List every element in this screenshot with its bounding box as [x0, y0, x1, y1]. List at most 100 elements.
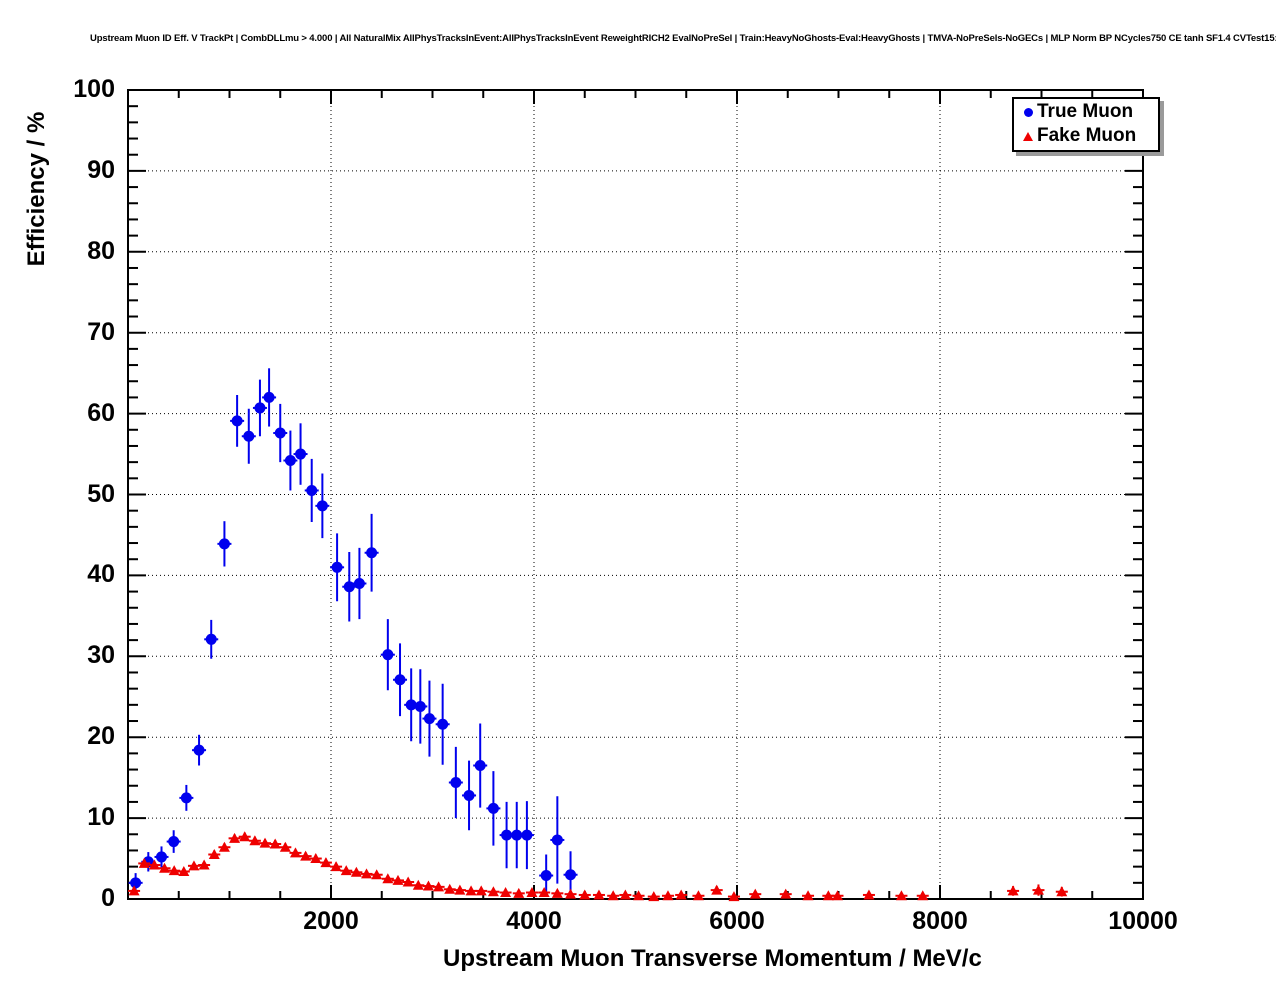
data-point: [274, 427, 286, 439]
data-point: [565, 888, 577, 899]
y-tick-label: 0: [101, 884, 115, 912]
data-point: [316, 500, 328, 512]
y-tick-label: 60: [87, 398, 115, 427]
data-point: [279, 841, 291, 852]
x-tick-label: 6000: [709, 907, 765, 935]
y-tick-label: 20: [87, 722, 115, 751]
data-point: [412, 879, 424, 890]
data-point: [306, 484, 318, 496]
data-point: [474, 760, 486, 772]
data-point: [822, 890, 834, 901]
data-point: [633, 890, 645, 901]
data-point: [331, 561, 343, 573]
data-point: [579, 889, 591, 900]
data-point: [1007, 885, 1019, 896]
data-point: [148, 859, 160, 870]
data-point: [526, 887, 538, 898]
data-point: [218, 841, 230, 852]
data-point: [475, 885, 487, 896]
data-point: [487, 802, 499, 814]
x-tick-label: 2000: [303, 907, 359, 935]
y-tick-label: 90: [87, 155, 115, 184]
triangle-marker-icon: [1020, 131, 1036, 141]
data-point: [895, 890, 907, 901]
data-point: [433, 881, 445, 892]
y-tick-label: 40: [87, 560, 115, 589]
data-point: [382, 649, 394, 661]
data-point: [414, 700, 426, 712]
data-point: [538, 887, 550, 898]
series-true-muon: [128, 368, 578, 899]
data-point: [168, 865, 180, 876]
y-tick-label: 100: [73, 75, 115, 103]
data-point: [295, 448, 307, 460]
data-point: [289, 847, 301, 858]
y-tick-label: 50: [87, 479, 115, 508]
data-point: [254, 402, 266, 414]
data-point: [551, 887, 563, 898]
x-tick-label: 8000: [912, 907, 968, 935]
y-tick-label: 10: [87, 803, 115, 832]
data-point: [648, 891, 660, 902]
data-point: [168, 836, 180, 848]
data-point: [130, 877, 142, 889]
data-point: [128, 885, 140, 896]
data-point: [593, 889, 605, 900]
data-point: [1056, 886, 1068, 897]
data-point: [350, 866, 362, 877]
data-point: [155, 851, 167, 863]
data-point: [259, 837, 271, 848]
data-point: [402, 876, 414, 887]
y-tick-label: 70: [87, 317, 115, 346]
data-point: [513, 887, 525, 898]
data-point: [269, 838, 281, 849]
data-point: [487, 886, 499, 897]
data-point: [692, 890, 704, 901]
data-point: [463, 789, 475, 801]
data-point: [917, 890, 929, 901]
data-point: [178, 865, 190, 876]
legend-entry-true-muon[interactable]: True Muon: [1014, 100, 1158, 124]
data-point: [229, 832, 241, 843]
data-point: [423, 713, 435, 725]
data-point: [422, 880, 434, 891]
data-point: [540, 870, 552, 882]
data-point: [501, 829, 513, 841]
data-point: [454, 884, 466, 895]
y-tick-label: 30: [87, 641, 115, 670]
data-point: [662, 890, 674, 901]
marker-shape: [1023, 131, 1033, 141]
data-point: [863, 889, 875, 900]
data-point: [382, 873, 394, 884]
legend-label: True Muon: [1037, 101, 1134, 122]
data-point: [511, 829, 523, 841]
data-point: [521, 829, 533, 841]
data-point: [205, 633, 217, 645]
data-point: [180, 792, 192, 804]
data-point: [831, 890, 843, 901]
data-point: [218, 538, 230, 550]
data-point: [320, 857, 332, 868]
data-point: [565, 869, 577, 881]
legend-entry-fake-muon[interactable]: Fake Muon: [1014, 124, 1158, 148]
data-point: [208, 849, 220, 860]
data-point: [284, 455, 296, 467]
data-point: [239, 831, 251, 842]
plot-title: Upstream Muon ID Eff. V TrackPt | CombDL…: [90, 33, 1276, 44]
data-point: [340, 865, 352, 876]
data-point: [159, 862, 171, 873]
data-point: [1032, 884, 1044, 895]
legend: True Muon Fake Muon: [1012, 97, 1160, 152]
data-point: [405, 699, 417, 711]
data-point: [371, 869, 383, 880]
data-point: [243, 430, 255, 442]
data-point: [450, 777, 462, 789]
data-point: [366, 547, 378, 559]
data-point: [198, 859, 210, 870]
data-point: [802, 890, 814, 901]
circle-marker-icon: [1020, 107, 1036, 117]
data-point: [780, 888, 792, 899]
data-point: [343, 581, 355, 593]
data-point: [263, 391, 275, 403]
